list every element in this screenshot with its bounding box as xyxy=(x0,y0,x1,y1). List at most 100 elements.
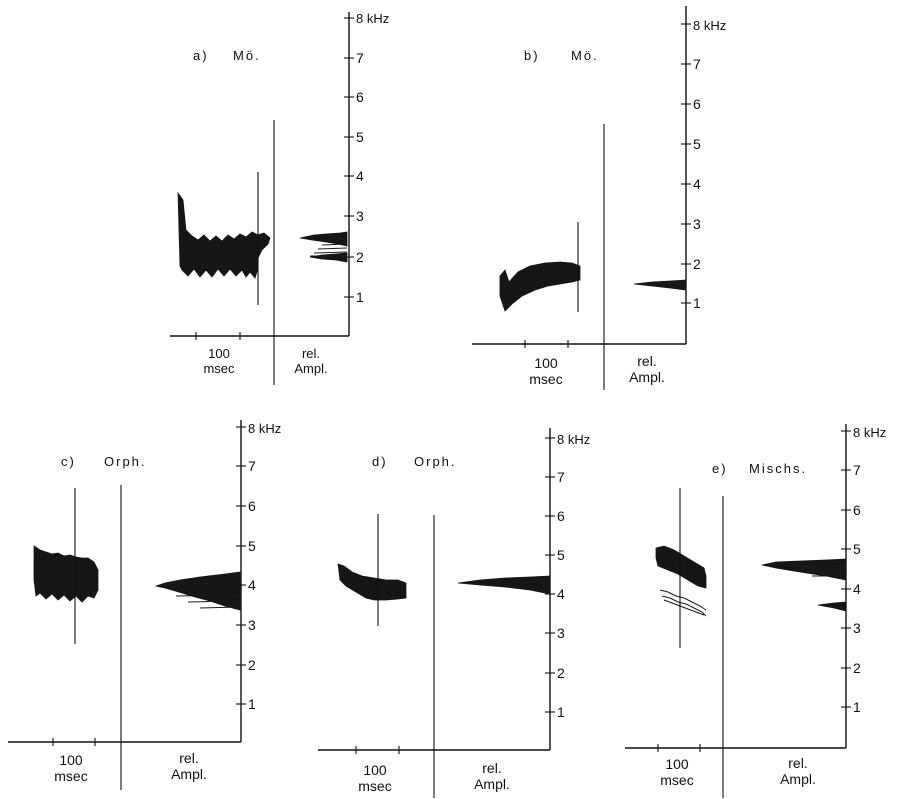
panel-d-tick-6: 6 xyxy=(557,508,565,524)
panel-b-ampl-caption: rel. Ampl. xyxy=(620,353,674,385)
panel-e-amplitude-peak-lower xyxy=(817,601,847,612)
panel-e-tick-2: 2 xyxy=(853,660,861,676)
panel-a-ampl-line1: rel. xyxy=(301,346,321,361)
panel-c-ampl-caption: rel. Ampl. xyxy=(158,750,220,782)
panel-d-tick-4: 4 xyxy=(557,586,565,602)
panel-c-label: c) xyxy=(61,454,76,469)
panel-e-ampl-line2: Ampl. xyxy=(780,771,816,787)
panel-b-speaker: Mö. xyxy=(571,48,599,63)
panel-e-ampl-line1: rel. xyxy=(788,755,808,771)
panel-e-time-caption: 100 msec xyxy=(654,756,700,788)
panel-a-speaker: Mö. xyxy=(233,48,261,63)
panel-c-tick-7: 7 xyxy=(248,458,256,474)
panel-e-tick-5: 5 xyxy=(853,541,861,557)
panel-e-spectrogram-upper xyxy=(655,545,707,589)
panel-c-tick-1: 1 xyxy=(248,696,256,712)
panel-a-amplitude-peak-upper xyxy=(299,231,348,247)
panel-c-time-value: 100 xyxy=(59,752,83,768)
panel-a-tick-2: 2 xyxy=(356,249,364,265)
panel-d: d) Orph. 1 2 3 4 5 6 7 8 kHz xyxy=(318,428,590,798)
panel-d-time-unit: msec xyxy=(358,778,392,794)
panel-e-tick-3: 3 xyxy=(853,620,861,636)
panel-a-tick-3: 3 xyxy=(356,208,364,224)
panel-d-ampl-line2: Ampl. xyxy=(474,776,510,792)
panel-e-amplitude-hatch xyxy=(790,565,846,577)
panel-b-time-unit: msec xyxy=(529,371,563,387)
panel-e-tick-6: 6 xyxy=(853,502,861,518)
panel-b-time-caption: 100 msec xyxy=(522,355,570,387)
panel-a-label: a) xyxy=(193,48,209,63)
panel-b-tick-5: 5 xyxy=(693,136,701,152)
panel-e-tick-4: 4 xyxy=(853,581,861,597)
panel-d-time-caption: 100 msec xyxy=(352,762,398,794)
panel-e-tick-7: 7 xyxy=(853,462,861,478)
panel-c-amplitude-spectrum xyxy=(154,571,241,611)
panel-e-time-unit: msec xyxy=(660,772,694,788)
panel-b-ampl-line1: rel. xyxy=(637,353,657,369)
panel-e-ampl-caption: rel. Ampl. xyxy=(768,755,828,787)
panel-b-tick-3: 3 xyxy=(693,216,701,232)
panel-c-time-caption: 100 msec xyxy=(48,752,94,784)
panel-d-tick-1: 1 xyxy=(557,704,565,720)
panel-b-label: b) xyxy=(524,48,540,63)
panel-e-time-value: 100 xyxy=(665,756,689,772)
panel-d-ampl-line1: rel. xyxy=(482,760,502,776)
panel-a-tick-4: 4 xyxy=(356,168,364,184)
panel-a-time-caption: 100 msec xyxy=(197,346,241,376)
panel-c-spectrogram xyxy=(33,545,99,603)
panel-a-tick-5: 5 xyxy=(356,129,364,145)
panel-d-amplitude-spectrum xyxy=(457,575,551,595)
panel-c-tick-3: 3 xyxy=(248,617,256,633)
panel-d-tick-3: 3 xyxy=(557,625,565,641)
panel-e-tick-1: 1 xyxy=(853,699,861,715)
panel-d-tick-7: 7 xyxy=(557,469,565,485)
panel-b-tick-6: 6 xyxy=(693,96,701,112)
panel-e-spectrogram-noise xyxy=(659,589,707,617)
panel-b-tick-1: 1 xyxy=(693,295,701,311)
panel-c-ticks xyxy=(236,426,246,705)
panel-c-top-unit: 8 kHz xyxy=(248,421,281,436)
panel-b-spectrogram xyxy=(499,261,581,312)
panel-a-ampl-caption: rel. Ampl. xyxy=(286,346,336,376)
panel-a-tick-7: 7 xyxy=(356,50,364,66)
panel-c-tick-4: 4 xyxy=(248,577,256,593)
panel-a-top-unit: 8 kHz xyxy=(356,11,389,26)
panel-e: e) Mischs. 1 2 3 4 5 6 7 8 kHz xyxy=(625,424,886,798)
panel-e-amplitude-peak-upper xyxy=(761,558,847,581)
panel-c-ampl-line1: rel. xyxy=(179,750,199,766)
panel-e-label: e) xyxy=(712,461,728,476)
panel-c: c) Orph. 1 2 3 4 5 6 7 8 kHz xyxy=(8,420,281,790)
panel-a-spectrogram xyxy=(177,191,271,279)
panel-c-ampl-line2: Ampl. xyxy=(171,766,207,782)
panel-a-time-value: 100 xyxy=(208,346,230,361)
panel-d-top-unit: 8 kHz xyxy=(557,432,590,447)
panel-c-tick-6: 6 xyxy=(248,498,256,514)
panel-d-tick-5: 5 xyxy=(557,547,565,563)
panel-b-amplitude-peak xyxy=(633,279,687,291)
panel-d-spectrogram xyxy=(337,563,407,601)
panel-b-time-value: 100 xyxy=(534,355,558,371)
panel-b-top-unit: 8 kHz xyxy=(693,18,726,33)
panel-e-top-unit: 8 kHz xyxy=(853,425,886,440)
panel-a-tick-6: 6 xyxy=(356,89,364,105)
panel-d-speaker: Orph. xyxy=(414,454,457,469)
panel-d-label: d) xyxy=(372,454,388,469)
panel-b-ampl-line2: Ampl. xyxy=(629,369,665,385)
panel-b: b) Mö. 1 2 3 4 5 6 7 8 kHz xyxy=(472,6,726,390)
panel-b-tick-7: 7 xyxy=(693,56,701,72)
panel-c-tick-2: 2 xyxy=(248,657,256,673)
panel-c-amplitude-hatch xyxy=(171,582,241,609)
panel-b-ticks xyxy=(681,23,691,304)
panel-e-ticks xyxy=(841,430,851,708)
panel-c-speaker: Orph. xyxy=(104,454,147,469)
panel-a-amplitude-peak-lower xyxy=(309,252,348,263)
panel-c-tick-5: 5 xyxy=(248,538,256,554)
panel-a: a) Mö. 1 2 3 4 5 6 7 8 kHz xyxy=(170,11,389,385)
panel-d-ampl-caption: rel. Ampl. xyxy=(462,760,522,792)
panel-e-speaker: Mischs. xyxy=(749,461,807,476)
panel-b-tick-2: 2 xyxy=(693,256,701,272)
panel-a-ampl-line2: Ampl. xyxy=(294,361,328,376)
panel-b-tick-4: 4 xyxy=(693,176,701,192)
panel-d-tick-2: 2 xyxy=(557,665,565,681)
